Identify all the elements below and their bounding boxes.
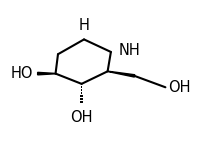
Polygon shape bbox=[38, 72, 55, 75]
Text: NH: NH bbox=[119, 43, 141, 58]
Text: OH: OH bbox=[168, 80, 190, 95]
Text: H: H bbox=[79, 18, 89, 33]
Text: HO: HO bbox=[10, 66, 33, 81]
Text: OH: OH bbox=[70, 110, 93, 125]
Polygon shape bbox=[108, 71, 135, 77]
